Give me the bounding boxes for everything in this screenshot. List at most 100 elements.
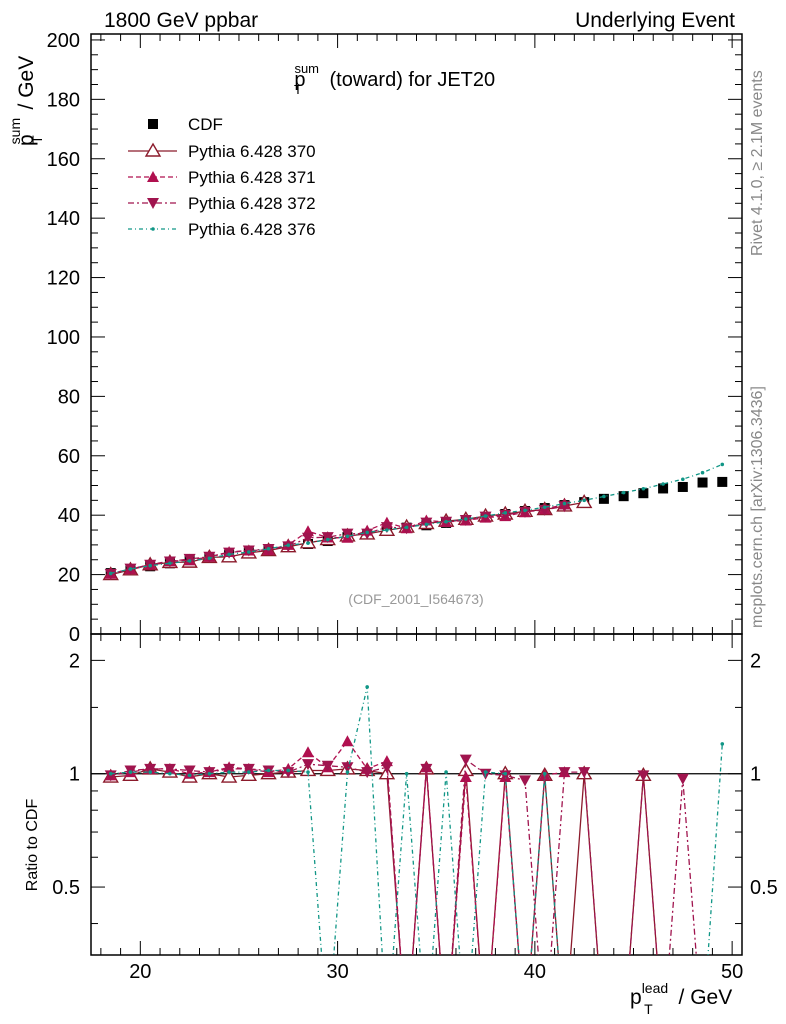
y-tick-label: 180: [47, 89, 80, 111]
series-line: [110, 505, 565, 575]
ratio-point: [187, 773, 192, 778]
y-tick-label: 80: [58, 386, 80, 408]
data-point: [677, 481, 688, 492]
ratio-tick-label: 0.5: [52, 877, 80, 899]
data-point: [404, 525, 409, 530]
data-point: [562, 501, 567, 506]
analysis-id: (CDF_2001_I564673): [348, 591, 483, 607]
data-point: [444, 519, 448, 524]
ratio-point: [144, 763, 157, 775]
data-point: [380, 522, 393, 534]
ratio-point: [247, 770, 251, 774]
legend-marker: [147, 171, 159, 182]
series-4: [108, 462, 725, 576]
ratio-point: [242, 763, 255, 775]
data-point: [618, 491, 629, 502]
ratio-line: [110, 686, 723, 955]
ratio-point: [365, 685, 369, 689]
ratio-point: [483, 770, 488, 774]
data-point: [621, 490, 626, 495]
data-point: [341, 528, 354, 540]
rivet-label: Rivet 4.1.0, ≥ 2.1M events: [749, 70, 766, 256]
data-point: [661, 482, 665, 486]
legend: CDF Pythia 6.428 370 Pythia 6.428 371 Pythi…: [128, 115, 316, 239]
data-point: [325, 537, 330, 542]
ratio-point: [266, 768, 271, 773]
ratio-point: [459, 754, 472, 766]
ratio-point: [361, 767, 374, 779]
ratio-point: [420, 763, 433, 775]
y-tick-label: 120: [47, 268, 80, 290]
x-tick-label: 20: [129, 961, 151, 983]
ratio-series-layer: [102, 685, 725, 955]
data-point: [365, 530, 369, 535]
main-series-layer: [102, 462, 728, 581]
ratio-point: [282, 767, 295, 779]
header-left: 1800 GeV ppbar: [104, 9, 258, 32]
ratio-y-axis-label: Ratio to CDF: [24, 799, 41, 892]
ratio-series-0: [102, 760, 658, 955]
data-point: [483, 514, 488, 518]
ratio-point: [148, 770, 152, 774]
x-tick-label: 50: [721, 961, 743, 983]
data-point: [321, 532, 334, 544]
ratio-line: [110, 758, 697, 955]
data-point: [658, 483, 669, 494]
ratio-tick-label-right: 1: [750, 764, 761, 786]
data-point: [697, 477, 708, 488]
ratio-point: [286, 768, 291, 773]
ratio-point: [163, 763, 176, 775]
data-point: [602, 494, 606, 499]
data-point: [187, 559, 192, 563]
y-tick-label: 40: [58, 505, 80, 527]
data-point: [558, 501, 571, 513]
legend-marker: [148, 119, 158, 129]
ratio-point: [306, 770, 310, 774]
legend-label: Pythia 6.428 372: [188, 194, 316, 213]
ratio-point: [542, 771, 547, 776]
ratio-line: [110, 740, 565, 955]
data-point: [148, 563, 152, 568]
data-point: [108, 571, 113, 576]
ratio-point: [227, 770, 231, 774]
legend-marker: [147, 198, 159, 209]
data-point: [207, 556, 212, 561]
ratio-point: [302, 746, 314, 758]
ratio-series-2: [104, 754, 697, 955]
data-point: [424, 522, 429, 527]
header-right: Underlying Event: [575, 9, 735, 32]
data-point: [641, 486, 646, 491]
ratio-point: [637, 770, 650, 782]
legend-label: Pythia 6.428 376: [188, 220, 316, 239]
ratio-point: [503, 771, 508, 776]
ratio-point: [444, 770, 448, 774]
data-point: [464, 517, 468, 521]
data-point: [582, 498, 586, 503]
data-point: [717, 476, 728, 487]
ratio-point: [183, 765, 196, 777]
legend-marker: [144, 142, 162, 157]
y-tick-label: 60: [58, 446, 80, 468]
ratio-tick-label-right: 2: [750, 650, 761, 672]
data-point: [519, 506, 531, 518]
ratio-point: [223, 763, 236, 775]
series-0: [105, 476, 728, 579]
data-point: [638, 488, 649, 499]
ratio-point: [168, 771, 172, 776]
data-point: [542, 505, 547, 509]
data-point: [720, 462, 725, 467]
ratio-point: [404, 771, 409, 776]
ratio-point: [220, 768, 238, 783]
plot-title: psum T (toward) for JET20: [294, 61, 495, 97]
y-tick-label: 20: [58, 565, 80, 587]
data-point: [681, 477, 685, 482]
data-point: [306, 541, 310, 545]
data-point: [302, 532, 314, 544]
data-point: [266, 546, 271, 551]
x-tick-label: 30: [326, 961, 348, 983]
axis-ticks: 20 30 40 50 0 20 40 60 80 100 120 140 160 180 200 0.5 0.…: [47, 30, 778, 983]
ratio-point: [558, 767, 571, 779]
legend-label: Pythia 6.428 371: [188, 168, 316, 187]
y-tick-label: 200: [47, 30, 80, 52]
